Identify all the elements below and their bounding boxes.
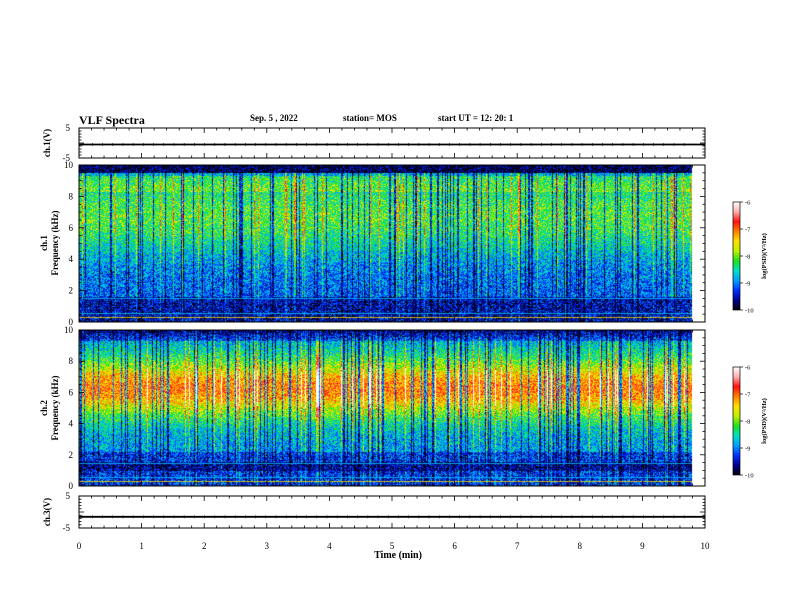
ch1-colorbar-label: log(PSD)(V²/Hz) (761, 233, 768, 279)
ch2-spectrogram-ylabel-frequency: Frequency (kHz) (50, 375, 60, 440)
ch2-spectrogram-ylabel-channel: ch.2 (39, 400, 49, 416)
ch1-colorbar-gradient (732, 201, 741, 311)
ch1-spectrogram-colorbar-tick-label: -7 (745, 227, 751, 234)
ch1-spectrogram-y-tick-label: 2 (69, 286, 74, 296)
figure-title: VLF Spectra (79, 113, 145, 127)
ch1-voltage-y-tick-label: -5 (63, 153, 71, 163)
ch2-spectrogram-y-tick-label: 6 (69, 387, 74, 397)
ch2-spectrogram-y-tick-label: 8 (69, 356, 74, 366)
ch1-spectrogram-ylabel-frequency: Frequency (kHz) (50, 210, 60, 275)
ch3-voltage-y-tick-label: -5 (63, 523, 71, 533)
time-axis-tick-label: 6 (452, 541, 457, 551)
ch1-spectrogram-heatmap (79, 165, 705, 322)
ch1-voltage-y-tick-label: 5 (66, 123, 71, 133)
ch1-spectrogram-colorbar-tick-label: -10 (745, 308, 754, 315)
ch1-spectrogram-y-tick-label: 6 (69, 223, 74, 233)
ch1-spectrogram-y-tick-label: 4 (69, 254, 74, 264)
ch2-spectrogram-y-tick-label: 0 (69, 481, 74, 491)
ch1-spectrogram-y-tick-label: 10 (64, 160, 74, 170)
ch1-voltage-ylabel: ch.1(V) (42, 129, 52, 157)
time-axis-tick-label: 7 (515, 541, 520, 551)
time-axis-tick-label: 8 (578, 541, 583, 551)
time-axis: 0 1 2 3 4 5 6 7 8 9 10 Time (min) (77, 541, 710, 561)
ch2-spectrogram-heatmap (79, 330, 705, 486)
ch2-spectrogram-panel: 0 2 4 6 8 10 ch.2 Frequency (kHz) -6 -7 -8 -9 -10… (39, 325, 768, 491)
start-ut-label: start UT = 12: 20: 1 (438, 113, 514, 123)
ch2-spectrogram-y-tick-label: 10 (64, 325, 74, 335)
ch2-colorbar: -6 -7 -8 -9 -10 log(PSD)(V²/Hz) (732, 365, 768, 480)
ch3-voltage-panel: 5 -5 ch.3(V) (42, 491, 706, 533)
ch2-spectrogram-colorbar-tick-label: -9 (745, 446, 750, 453)
ch3-voltage-ylabel: ch.3(V) (42, 498, 52, 526)
ch1-spectrogram-y-tick-label: 8 (69, 191, 74, 201)
ch2-colorbar-label: log(PSD)(V²/Hz) (761, 398, 768, 444)
time-axis-tick-label: 2 (202, 541, 207, 551)
ch3-voltage-y-tick-label: 5 (66, 491, 71, 501)
ch2-spectrogram-y-tick-label: 2 (69, 450, 74, 460)
ch1-voltage-panel: 5 -5 ch.1(V) (42, 123, 706, 163)
ch2-colorbar-gradient (732, 366, 741, 476)
time-axis-tick-label: 3 (265, 541, 270, 551)
date-label: Sep. 5 , 2022 (250, 113, 298, 123)
ch1-spectrogram-panel: 0 2 4 6 8 10 ch.1 Frequency (kHz) -6 -7 -8 -9 -10… (39, 160, 768, 327)
ch1-colorbar: -6 -7 -8 -9 -10 log(PSD)(V²/Hz) (732, 200, 768, 315)
ch2-spectrogram-colorbar-tick-label: -8 (745, 419, 750, 426)
ch2-spectrogram-colorbar-tick-label: -10 (745, 473, 754, 480)
ch1-spectrogram-colorbar-tick-label: -8 (745, 254, 750, 261)
time-axis-tick-label: 10 (701, 541, 711, 551)
ch1-spectrogram-colorbar-tick-label: -6 (745, 200, 751, 207)
time-axis-tick-label: 5 (390, 541, 395, 551)
ch2-spectrogram-colorbar-tick-label: -6 (745, 365, 751, 372)
ch1-spectrogram-ylabel-channel: ch.1 (39, 235, 49, 251)
ch2-spectrogram-y-tick-label: 4 (69, 419, 74, 429)
time-axis-tick-label: 0 (77, 541, 82, 551)
time-axis-tick-label: 4 (327, 541, 332, 551)
time-axis-tick-label: 1 (139, 541, 144, 551)
time-axis-tick-label: 9 (640, 541, 645, 551)
ch2-spectrogram-colorbar-tick-label: -7 (745, 392, 751, 399)
ch1-spectrogram-colorbar-tick-label: -9 (745, 281, 750, 288)
station-label: station= MOS (343, 113, 397, 123)
ch1-spectrogram-y-tick-label: 0 (69, 317, 74, 327)
time-axis-label: Time (min) (374, 550, 422, 561)
